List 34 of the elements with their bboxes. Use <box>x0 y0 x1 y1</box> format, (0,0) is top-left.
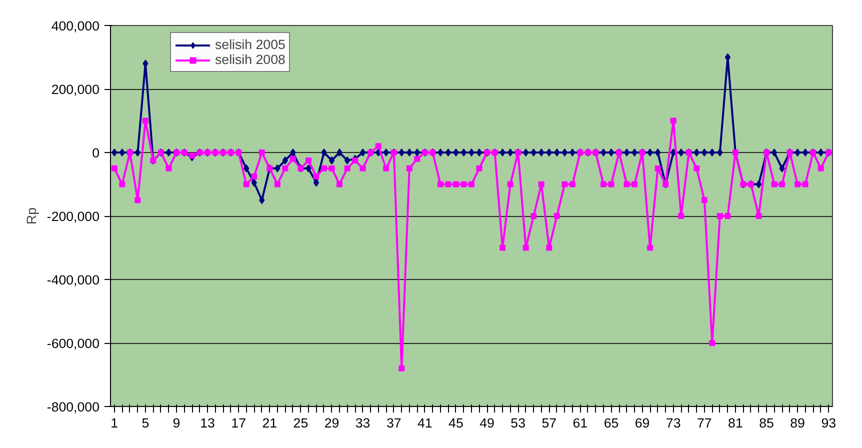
x-tick-label: 1 <box>110 416 118 430</box>
x-tick-label: 81 <box>728 416 743 430</box>
x-tick-label: 33 <box>355 416 370 430</box>
x-tick-label: 57 <box>542 416 557 430</box>
legend-label: selisih 2008 <box>215 52 286 67</box>
x-tick-label: 37 <box>386 416 402 430</box>
y-tick-label: 0 <box>92 146 100 160</box>
y-tick-label: 200,000 <box>51 82 100 97</box>
y-tick-label: -400,000 <box>46 272 100 288</box>
x-tick-label: 61 <box>572 416 588 430</box>
y-tick-label: -600,000 <box>46 336 100 351</box>
x-tick-label: 49 <box>480 416 494 430</box>
x-tick-label: 25 <box>293 416 308 430</box>
y-tick-label: -800,000 <box>46 400 100 414</box>
x-tick-label: 13 <box>200 416 215 430</box>
x-tick-label: 69 <box>634 416 650 430</box>
x-tick-label: 41 <box>418 416 432 430</box>
x-tick-label: 5 <box>142 416 150 430</box>
x-tick-label: 45 <box>448 416 464 430</box>
x-tick-label: 9 <box>172 416 180 430</box>
x-tick-label: 65 <box>604 416 619 430</box>
x-tick-label: 93 <box>821 416 836 430</box>
x-tick-label: 77 <box>696 416 712 430</box>
x-tick-label: 29 <box>324 416 340 430</box>
x-tick-label: 73 <box>666 416 681 430</box>
x-tick-label: 21 <box>262 416 278 430</box>
y-axis-title: Rp <box>24 207 39 225</box>
y-tick-label: 400,000 <box>51 18 100 34</box>
legend-label: selisih 2005 <box>215 37 286 52</box>
y-tick-label: -200,000 <box>46 209 100 224</box>
x-tick-label: 85 <box>759 416 774 430</box>
x-tick-label: 53 <box>510 416 526 430</box>
x-tick-label: 89 <box>790 416 805 430</box>
x-tick-label: 17 <box>231 416 246 430</box>
